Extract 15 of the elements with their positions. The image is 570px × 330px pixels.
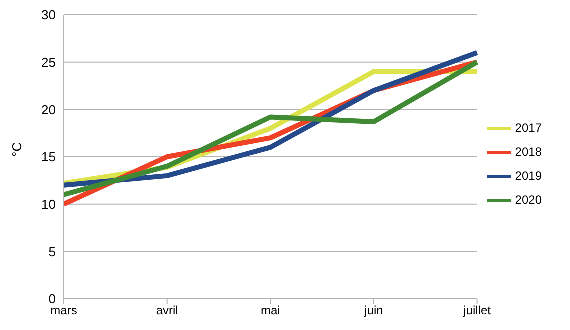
legend-label: 2020 <box>515 193 542 208</box>
y-tick-label: 25 <box>42 54 56 70</box>
y-tick-label: 15 <box>42 150 56 165</box>
legend-label: 2017 <box>515 121 542 136</box>
x-tick-label: juillet <box>462 304 492 318</box>
legend-label: 2019 <box>515 169 542 184</box>
y-axis-title: °C <box>10 142 25 157</box>
y-tick-label: 10 <box>42 196 56 212</box>
y-tick-label: 5 <box>48 244 56 260</box>
x-tick-label: mai <box>260 304 280 318</box>
x-tick-label: avril <box>156 304 178 318</box>
legend-label: 2018 <box>515 145 542 160</box>
y-tick-label: 30 <box>42 8 56 23</box>
x-tick-label: juin <box>364 304 384 318</box>
y-tick-label: 20 <box>42 102 56 118</box>
